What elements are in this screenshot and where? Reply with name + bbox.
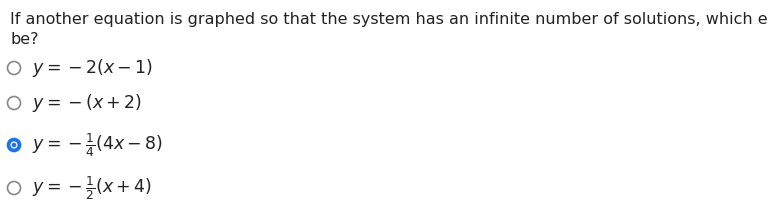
Text: $y=-2(x-1)$: $y=-2(x-1)$ (32, 57, 153, 79)
Circle shape (8, 181, 21, 194)
Circle shape (8, 97, 21, 109)
Text: $y=-(x+2)$: $y=-(x+2)$ (32, 92, 142, 114)
Circle shape (8, 139, 21, 152)
Text: $y=-\frac{1}{2}(x+4)$: $y=-\frac{1}{2}(x+4)$ (32, 174, 152, 202)
Text: If another equation is graphed so that the system has an infinite number of solu: If another equation is graphed so that t… (10, 12, 768, 27)
Circle shape (11, 141, 18, 149)
Circle shape (8, 61, 21, 74)
Text: be?: be? (10, 32, 38, 47)
Text: $y=-\frac{1}{4}(4x-8)$: $y=-\frac{1}{4}(4x-8)$ (32, 131, 163, 159)
Circle shape (12, 143, 16, 147)
